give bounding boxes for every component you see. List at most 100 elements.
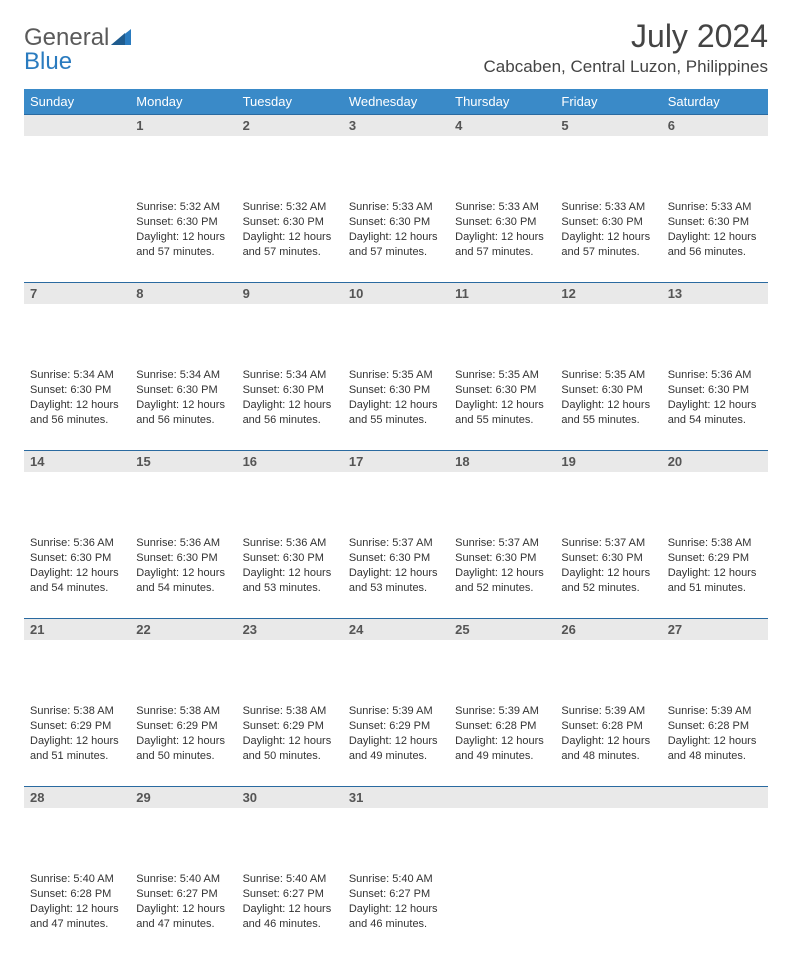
week-content-row: Sunrise: 5:38 AMSunset: 6:29 PMDaylight:… (24, 702, 768, 786)
week-content-row: Sunrise: 5:34 AMSunset: 6:30 PMDaylight:… (24, 366, 768, 450)
sunset-text: Sunset: 6:28 PM (561, 719, 655, 734)
day-number: 22 (130, 618, 236, 640)
day-of-week-header: Friday (555, 89, 661, 114)
day-content-cell: Sunrise: 5:39 AMSunset: 6:29 PMDaylight:… (343, 702, 449, 786)
day-number: 21 (24, 618, 130, 640)
sunrise-text: Sunrise: 5:40 AM (136, 872, 230, 887)
sunset-text: Sunset: 6:30 PM (455, 551, 549, 566)
sunset-text: Sunset: 6:30 PM (243, 551, 337, 566)
day-content-cell (662, 870, 768, 954)
day-number: 28 (24, 786, 130, 808)
day-number-cell: 17 (343, 450, 449, 534)
sunrise-text: Sunrise: 5:38 AM (668, 536, 762, 551)
day-number: 30 (237, 786, 343, 808)
day-content: Sunrise: 5:34 AMSunset: 6:30 PMDaylight:… (24, 366, 130, 433)
day-number: 9 (237, 282, 343, 304)
day-content: Sunrise: 5:36 AMSunset: 6:30 PMDaylight:… (24, 534, 130, 601)
daylight-text: Daylight: 12 hours and 57 minutes. (349, 230, 443, 260)
day-content-cell: Sunrise: 5:38 AMSunset: 6:29 PMDaylight:… (237, 702, 343, 786)
day-content-cell (24, 198, 130, 282)
daylight-text: Daylight: 12 hours and 50 minutes. (136, 734, 230, 764)
sunrise-text: Sunrise: 5:34 AM (30, 368, 124, 383)
day-content: Sunrise: 5:39 AMSunset: 6:29 PMDaylight:… (343, 702, 449, 769)
day-number: 2 (237, 114, 343, 136)
day-number: 15 (130, 450, 236, 472)
day-content-cell: Sunrise: 5:37 AMSunset: 6:30 PMDaylight:… (343, 534, 449, 618)
day-content (449, 870, 555, 878)
sunrise-text: Sunrise: 5:33 AM (668, 200, 762, 215)
sunrise-text: Sunrise: 5:37 AM (561, 536, 655, 551)
day-content-cell: Sunrise: 5:34 AMSunset: 6:30 PMDaylight:… (24, 366, 130, 450)
day-number-cell: 24 (343, 618, 449, 702)
sunrise-text: Sunrise: 5:36 AM (668, 368, 762, 383)
day-number-cell: 3 (343, 114, 449, 198)
sunset-text: Sunset: 6:27 PM (243, 887, 337, 902)
daylight-text: Daylight: 12 hours and 57 minutes. (561, 230, 655, 260)
sunrise-text: Sunrise: 5:32 AM (136, 200, 230, 215)
sunrise-text: Sunrise: 5:39 AM (668, 704, 762, 719)
week-number-row: 14151617181920 (24, 450, 768, 534)
daylight-text: Daylight: 12 hours and 55 minutes. (455, 398, 549, 428)
daylight-text: Daylight: 12 hours and 57 minutes. (243, 230, 337, 260)
day-number-cell (449, 786, 555, 870)
day-content-cell (555, 870, 661, 954)
daylight-text: Daylight: 12 hours and 52 minutes. (455, 566, 549, 596)
day-content-cell: Sunrise: 5:38 AMSunset: 6:29 PMDaylight:… (24, 702, 130, 786)
day-number: 3 (343, 114, 449, 136)
daylight-text: Daylight: 12 hours and 48 minutes. (668, 734, 762, 764)
day-content: Sunrise: 5:39 AMSunset: 6:28 PMDaylight:… (449, 702, 555, 769)
daylight-text: Daylight: 12 hours and 46 minutes. (243, 902, 337, 932)
sunset-text: Sunset: 6:27 PM (349, 887, 443, 902)
day-number-cell: 5 (555, 114, 661, 198)
sunrise-text: Sunrise: 5:40 AM (30, 872, 124, 887)
day-number: 8 (130, 282, 236, 304)
day-content: Sunrise: 5:37 AMSunset: 6:30 PMDaylight:… (343, 534, 449, 601)
sunrise-text: Sunrise: 5:38 AM (30, 704, 124, 719)
sunset-text: Sunset: 6:30 PM (561, 383, 655, 398)
sunrise-text: Sunrise: 5:39 AM (561, 704, 655, 719)
location-subtitle: Cabcaben, Central Luzon, Philippines (484, 57, 768, 77)
day-number: 29 (130, 786, 236, 808)
day-content: Sunrise: 5:39 AMSunset: 6:28 PMDaylight:… (662, 702, 768, 769)
sunrise-text: Sunrise: 5:34 AM (243, 368, 337, 383)
day-content-cell: Sunrise: 5:32 AMSunset: 6:30 PMDaylight:… (130, 198, 236, 282)
daylight-text: Daylight: 12 hours and 52 minutes. (561, 566, 655, 596)
day-content-cell: Sunrise: 5:35 AMSunset: 6:30 PMDaylight:… (343, 366, 449, 450)
day-number-cell: 12 (555, 282, 661, 366)
sunset-text: Sunset: 6:30 PM (349, 383, 443, 398)
sunrise-text: Sunrise: 5:38 AM (136, 704, 230, 719)
day-number: 26 (555, 618, 661, 640)
day-number: 27 (662, 618, 768, 640)
month-title: July 2024 (484, 18, 768, 55)
day-content: Sunrise: 5:40 AMSunset: 6:27 PMDaylight:… (343, 870, 449, 937)
sunrise-text: Sunrise: 5:37 AM (455, 536, 549, 551)
sunset-text: Sunset: 6:28 PM (668, 719, 762, 734)
week-content-row: Sunrise: 5:32 AMSunset: 6:30 PMDaylight:… (24, 198, 768, 282)
day-content-cell: Sunrise: 5:35 AMSunset: 6:30 PMDaylight:… (555, 366, 661, 450)
sunset-text: Sunset: 6:30 PM (136, 383, 230, 398)
day-content-cell: Sunrise: 5:39 AMSunset: 6:28 PMDaylight:… (449, 702, 555, 786)
day-content: Sunrise: 5:36 AMSunset: 6:30 PMDaylight:… (237, 534, 343, 601)
daylight-text: Daylight: 12 hours and 56 minutes. (136, 398, 230, 428)
day-number: 14 (24, 450, 130, 472)
sunset-text: Sunset: 6:30 PM (349, 215, 443, 230)
logo-triangle-icon (111, 24, 131, 51)
day-content: Sunrise: 5:36 AMSunset: 6:30 PMDaylight:… (130, 534, 236, 601)
day-content: Sunrise: 5:33 AMSunset: 6:30 PMDaylight:… (662, 198, 768, 265)
daylight-text: Daylight: 12 hours and 51 minutes. (668, 566, 762, 596)
day-number-cell: 16 (237, 450, 343, 534)
day-number-cell: 29 (130, 786, 236, 870)
day-number-cell: 2 (237, 114, 343, 198)
day-content: Sunrise: 5:36 AMSunset: 6:30 PMDaylight:… (662, 366, 768, 433)
day-content: Sunrise: 5:33 AMSunset: 6:30 PMDaylight:… (343, 198, 449, 265)
brand-part2: Blue (24, 48, 72, 75)
day-content: Sunrise: 5:40 AMSunset: 6:27 PMDaylight:… (237, 870, 343, 937)
day-content-cell: Sunrise: 5:36 AMSunset: 6:30 PMDaylight:… (237, 534, 343, 618)
day-content: Sunrise: 5:37 AMSunset: 6:30 PMDaylight:… (555, 534, 661, 601)
day-content-cell: Sunrise: 5:35 AMSunset: 6:30 PMDaylight:… (449, 366, 555, 450)
sunset-text: Sunset: 6:30 PM (561, 215, 655, 230)
day-of-week-row: SundayMondayTuesdayWednesdayThursdayFrid… (24, 89, 768, 114)
day-number-cell: 8 (130, 282, 236, 366)
day-content: Sunrise: 5:38 AMSunset: 6:29 PMDaylight:… (237, 702, 343, 769)
day-number: 10 (343, 282, 449, 304)
